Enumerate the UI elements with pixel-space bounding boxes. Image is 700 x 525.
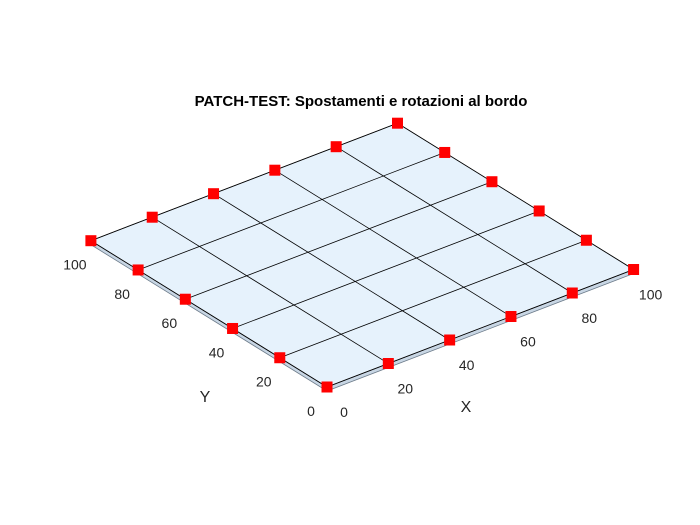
mesh-line-x [397, 122, 634, 270]
mesh-line-y [232, 210, 540, 329]
boundary-node-marker [85, 235, 97, 247]
boundary-node-marker [382, 358, 394, 369]
mesh-line-y [326, 269, 634, 388]
mesh-line-x [152, 216, 389, 364]
y-tick-label: 100 [63, 257, 87, 273]
plot-title: PATCH-TEST: Spostamenti e rotazioni al b… [195, 93, 528, 110]
y-tick-label: 40 [209, 344, 225, 360]
x-tick-label: 80 [581, 310, 597, 326]
mesh-line-x [274, 169, 512, 317]
boundary-node-marker [132, 264, 144, 276]
boundary-node-marker [227, 322, 239, 334]
boundary-node-marker [444, 334, 456, 346]
boundary-node-marker [533, 205, 545, 217]
boundary-node-marker [179, 293, 191, 305]
boundary-node-marker [628, 264, 640, 275]
x-tick-label: 20 [398, 381, 414, 397]
boundary-node-marker [505, 311, 517, 322]
boundary-node-marker [486, 176, 498, 188]
mesh-line-x [213, 193, 450, 341]
boundary-node-marker [439, 146, 451, 158]
y-tick-label: 20 [256, 374, 272, 390]
y-tick-label: 60 [162, 315, 178, 331]
y-axis-label: Y [200, 389, 211, 406]
mesh-line-y [185, 181, 493, 300]
x-tick-label: 100 [639, 287, 663, 303]
mesh-line-x [335, 146, 573, 294]
boundary-node-marker [146, 211, 158, 223]
boundary-node-marker [566, 287, 578, 299]
x-tick-label: 40 [459, 357, 475, 373]
x-tick-label: 60 [520, 334, 536, 350]
mesh-line-x [90, 240, 328, 388]
boundary-node-marker [208, 188, 220, 200]
boundary-node-marker [330, 141, 342, 153]
boundary-node-marker [269, 164, 281, 176]
mesh-line-y [137, 152, 445, 271]
x-tick-label: 0 [340, 404, 348, 420]
y-tick-label: 80 [114, 286, 130, 302]
y-tick-label: 0 [307, 403, 315, 419]
boundary-node-marker [321, 381, 333, 393]
mesh-line-y [90, 122, 398, 242]
boundary-node-marker [392, 117, 403, 129]
mesh-line-y [279, 239, 587, 359]
boundary-node-marker [274, 352, 286, 364]
boundary-node-marker [580, 234, 592, 246]
x-axis-label: X [461, 399, 472, 416]
